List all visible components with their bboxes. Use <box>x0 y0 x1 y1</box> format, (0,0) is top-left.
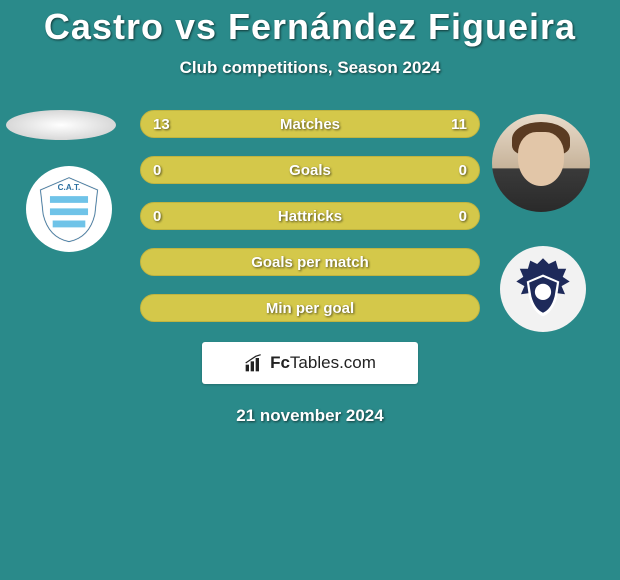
stat-bars: 13 Matches 11 0 Goals 0 0 Hattricks 0 Go… <box>140 110 480 322</box>
brand-suffix: Tables.com <box>290 353 376 372</box>
page-subtitle: Club competitions, Season 2024 <box>0 58 620 78</box>
date-label: 21 november 2024 <box>0 406 620 426</box>
club-left-badge: C.A.T. <box>26 166 112 252</box>
svg-text:C.A.T.: C.A.T. <box>58 183 81 192</box>
player-left-avatar <box>6 110 116 140</box>
stat-bar-matches: 13 Matches 11 <box>140 110 480 138</box>
brand-text: FcTables.com <box>270 353 376 373</box>
stat-label: Goals per match <box>251 254 369 271</box>
stat-right-value: 0 <box>459 157 467 183</box>
stat-bar-min-per-goal: Min per goal <box>140 294 480 322</box>
stat-right-value: 11 <box>451 111 467 137</box>
bar-chart-icon <box>244 353 264 373</box>
brand-prefix: Fc <box>270 353 290 372</box>
stat-label: Hattricks <box>278 208 342 225</box>
shield-icon: C.A.T. <box>35 175 103 243</box>
club-right-badge <box>500 246 586 332</box>
stat-label: Goals <box>289 162 331 179</box>
stat-bar-hattricks: 0 Hattricks 0 <box>140 202 480 230</box>
comparison-stage: C.A.T. 13 Matches 11 0 Goals 0 0 Hattric… <box>0 110 620 426</box>
shield-icon <box>514 257 572 321</box>
page-title: Castro vs Fernández Figueira <box>0 0 620 48</box>
stat-bar-goals: 0 Goals 0 <box>140 156 480 184</box>
stat-left-value: 13 <box>153 111 170 137</box>
stat-bar-goals-per-match: Goals per match <box>140 248 480 276</box>
player-right-avatar <box>492 114 590 212</box>
stat-label: Matches <box>280 116 340 133</box>
brand-link[interactable]: FcTables.com <box>202 342 418 384</box>
stat-right-value: 0 <box>459 203 467 229</box>
stat-left-value: 0 <box>153 157 161 183</box>
stat-label: Min per goal <box>266 300 354 317</box>
stat-left-value: 0 <box>153 203 161 229</box>
